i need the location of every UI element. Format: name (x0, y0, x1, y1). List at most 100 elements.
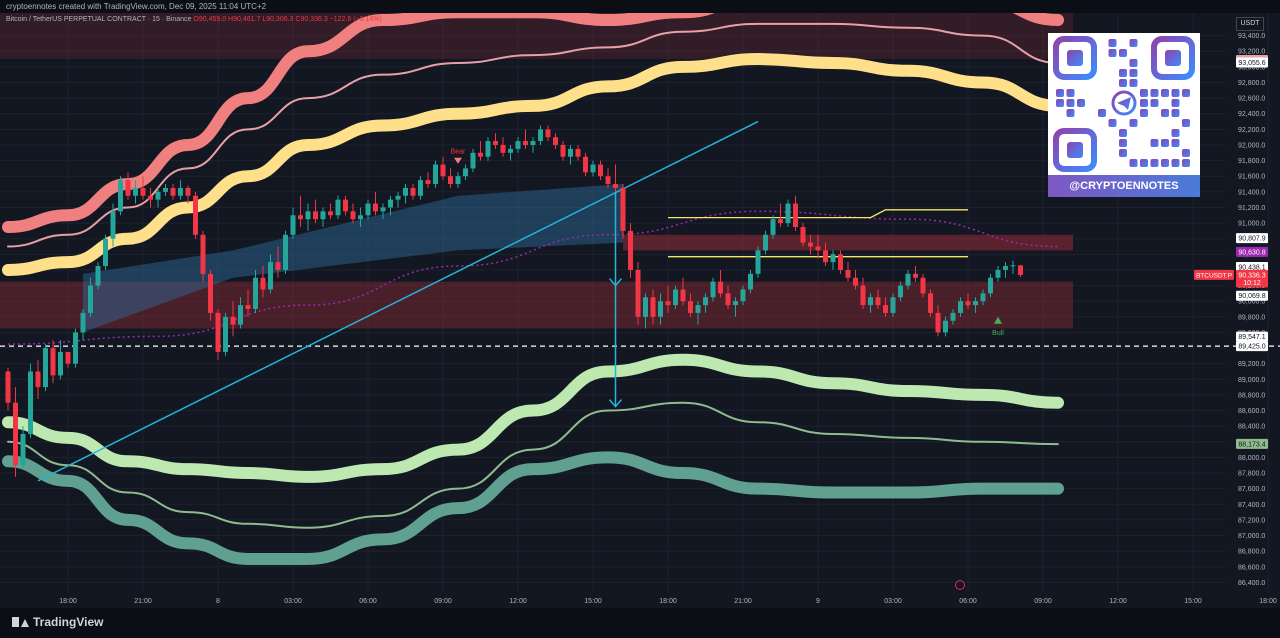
candle-body (425, 180, 431, 185)
candle-body (253, 277, 258, 309)
legend-close: C90,336.3 (295, 16, 328, 23)
candle-body (733, 301, 738, 306)
candle-body (455, 176, 461, 185)
qr-module (1119, 139, 1127, 147)
candle-body (500, 144, 506, 153)
qr-module (1161, 139, 1169, 147)
candle-body (118, 180, 123, 212)
qr-module (1140, 159, 1148, 167)
candle-body (568, 148, 573, 157)
candle-body (583, 156, 588, 173)
candle-body (605, 176, 611, 185)
candle-body (230, 316, 236, 325)
qr-module (1140, 89, 1148, 97)
candle-body (770, 219, 776, 235)
candle-body (95, 266, 101, 286)
candle-body (935, 312, 941, 333)
candle-body (980, 293, 986, 302)
candle-body (598, 164, 603, 177)
bull-signal-label: Bull (992, 330, 1004, 337)
price-tick-label: 86,600.0 (1238, 564, 1265, 571)
candle-body (283, 234, 288, 270)
price-badge (1236, 331, 1268, 342)
qr-module (1171, 139, 1180, 147)
candle-body (965, 301, 971, 306)
brand-name: TradingView (33, 615, 104, 629)
price-tick-label: 87,200.0 (1238, 517, 1265, 524)
price-chart[interactable]: Bear Bull 86,400.0 86,600.0 86,800.0 87,000.… (0, 13, 1280, 608)
candle-body (755, 250, 761, 274)
candle-body (43, 348, 48, 388)
candle-body (103, 238, 108, 267)
qr-module (1182, 159, 1190, 167)
candle-body (88, 285, 93, 313)
candle-body (110, 211, 116, 239)
price-tick-label: 92,200.0 (1238, 127, 1265, 134)
candle-body (793, 203, 798, 227)
candle-body (380, 207, 386, 212)
candle-body (815, 246, 821, 251)
qr-module (1150, 99, 1159, 107)
qr-module (1161, 109, 1169, 117)
candle-body (680, 289, 686, 302)
price-badge-label: 10:12 (1243, 280, 1261, 287)
candle-body (215, 312, 221, 352)
price-axis[interactable] (1226, 13, 1280, 608)
legend-change: −122.6 (−0.14%) (329, 16, 382, 23)
candle-body (403, 187, 408, 196)
candle-body (718, 281, 723, 294)
time-tick-label: 21:00 (734, 598, 752, 605)
candle-body (13, 402, 18, 466)
candle-body (73, 332, 78, 364)
replay-icon (955, 580, 965, 590)
time-tick-label: 8 (216, 598, 220, 605)
lower-thin-band (7, 401, 1059, 529)
candle-body (748, 273, 753, 290)
price-tick-label: 93,400.0 (1238, 33, 1265, 40)
symbol-tag (1194, 269, 1234, 280)
price-tick-label: 93,000.0 (1238, 64, 1265, 71)
candle-body (193, 195, 198, 235)
resistance-zone (623, 234, 1073, 251)
cloud-zone (83, 184, 623, 333)
price-badge (1236, 246, 1268, 257)
candle-body (80, 312, 86, 333)
candle-body (695, 305, 701, 313)
candle-body (58, 351, 63, 376)
qr-module (1066, 99, 1075, 107)
qr-module (1108, 39, 1117, 47)
candle-body (50, 348, 56, 376)
candle-body (290, 215, 296, 235)
candle-body (140, 187, 146, 196)
yellow-level-step (870, 209, 968, 219)
price-tick-label: 87,600.0 (1238, 486, 1265, 493)
currency-selector[interactable]: USDT (1236, 17, 1264, 31)
legend-high: H90,461.7 (228, 16, 261, 23)
candle-body (950, 312, 956, 321)
upper-inner-band (7, 22, 1059, 248)
time-tick-label: 18:00 (59, 598, 77, 605)
candle-body (448, 176, 453, 185)
qr-module (1161, 159, 1169, 167)
candle-body (808, 242, 813, 247)
price-badge (1236, 341, 1268, 352)
tradingview-logo-icon (12, 617, 29, 627)
candle-body (800, 226, 806, 243)
price-badge-label: 90,069.8 (1238, 293, 1265, 300)
candle-body (515, 141, 521, 149)
price-badge-label: 89,547.1 (1238, 334, 1265, 341)
symbol-tag-label: BTCUSDT.P (1196, 272, 1232, 279)
price-badge-label: 88,173.4 (1238, 441, 1265, 448)
time-tick-label: 15:00 (584, 598, 602, 605)
qr-handle: @CRYPTOENNOTES (1048, 175, 1200, 197)
price-badge-label: 90,336.3 (1238, 272, 1265, 279)
candle-body (320, 211, 326, 220)
tradingview-logo[interactable]: TradingView (12, 615, 103, 629)
qr-module (1129, 79, 1138, 87)
candle-body (995, 269, 1001, 278)
candle-body (620, 187, 626, 231)
plot-area[interactable] (0, 13, 1226, 608)
candle-body (245, 305, 251, 309)
candle-body (830, 254, 836, 263)
candle-body (313, 211, 318, 220)
